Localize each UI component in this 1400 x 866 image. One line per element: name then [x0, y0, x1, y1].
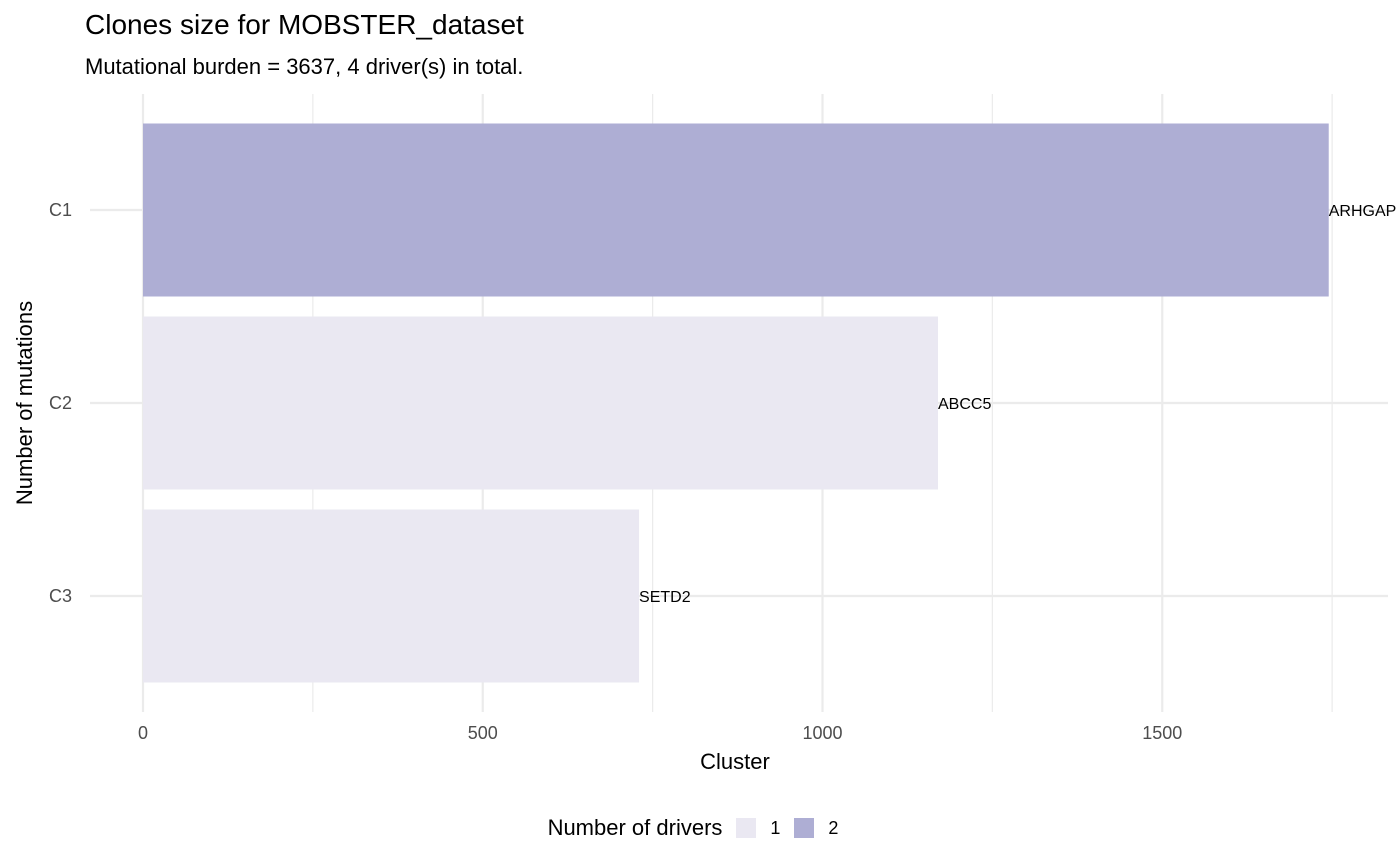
y-tick-label: C1 [49, 200, 72, 220]
y-axis-title: Number of mutations [12, 301, 37, 505]
bars [143, 123, 1329, 683]
x-tick-label: 1000 [802, 723, 842, 743]
bar-label-c3: SETD2 [639, 589, 691, 606]
y-tick-label: C2 [49, 393, 72, 413]
legend-swatch-2 [794, 818, 815, 838]
bar-c1 [143, 123, 1329, 297]
axis-ticks: C1 C2 C3 0 500 1000 1500 [49, 200, 1182, 743]
legend-swatch-1 [736, 818, 757, 838]
bar-label-c2: ABCC5 [938, 396, 991, 413]
bar-c2 [143, 316, 939, 490]
bar-c3 [143, 509, 640, 683]
y-tick-label: C3 [49, 586, 72, 606]
x-tick-label: 500 [468, 723, 498, 743]
x-tick-label: 0 [138, 723, 148, 743]
x-tick-label: 1500 [1142, 723, 1182, 743]
bar-label-c1: ARHGAP [1329, 203, 1397, 220]
legend: Number of drivers 1 2 [0, 810, 1400, 846]
chart-subtitle: Mutational burden = 3637, 4 driver(s) in… [85, 54, 524, 79]
legend-title: Number of drivers [547, 815, 723, 840]
bar-labels: ARHGAP ABCC5 SETD2 [639, 203, 1396, 606]
legend-label-1: 1 [770, 817, 781, 838]
bar-chart: ARHGAP ABCC5 SETD2 C1 C2 C3 0 500 1000 1500 Clus… [12, 94, 1396, 774]
chart-title: Clones size for MOBSTER_dataset [85, 9, 524, 40]
legend-label-2: 2 [828, 817, 839, 838]
x-axis-title: Cluster [700, 749, 770, 774]
